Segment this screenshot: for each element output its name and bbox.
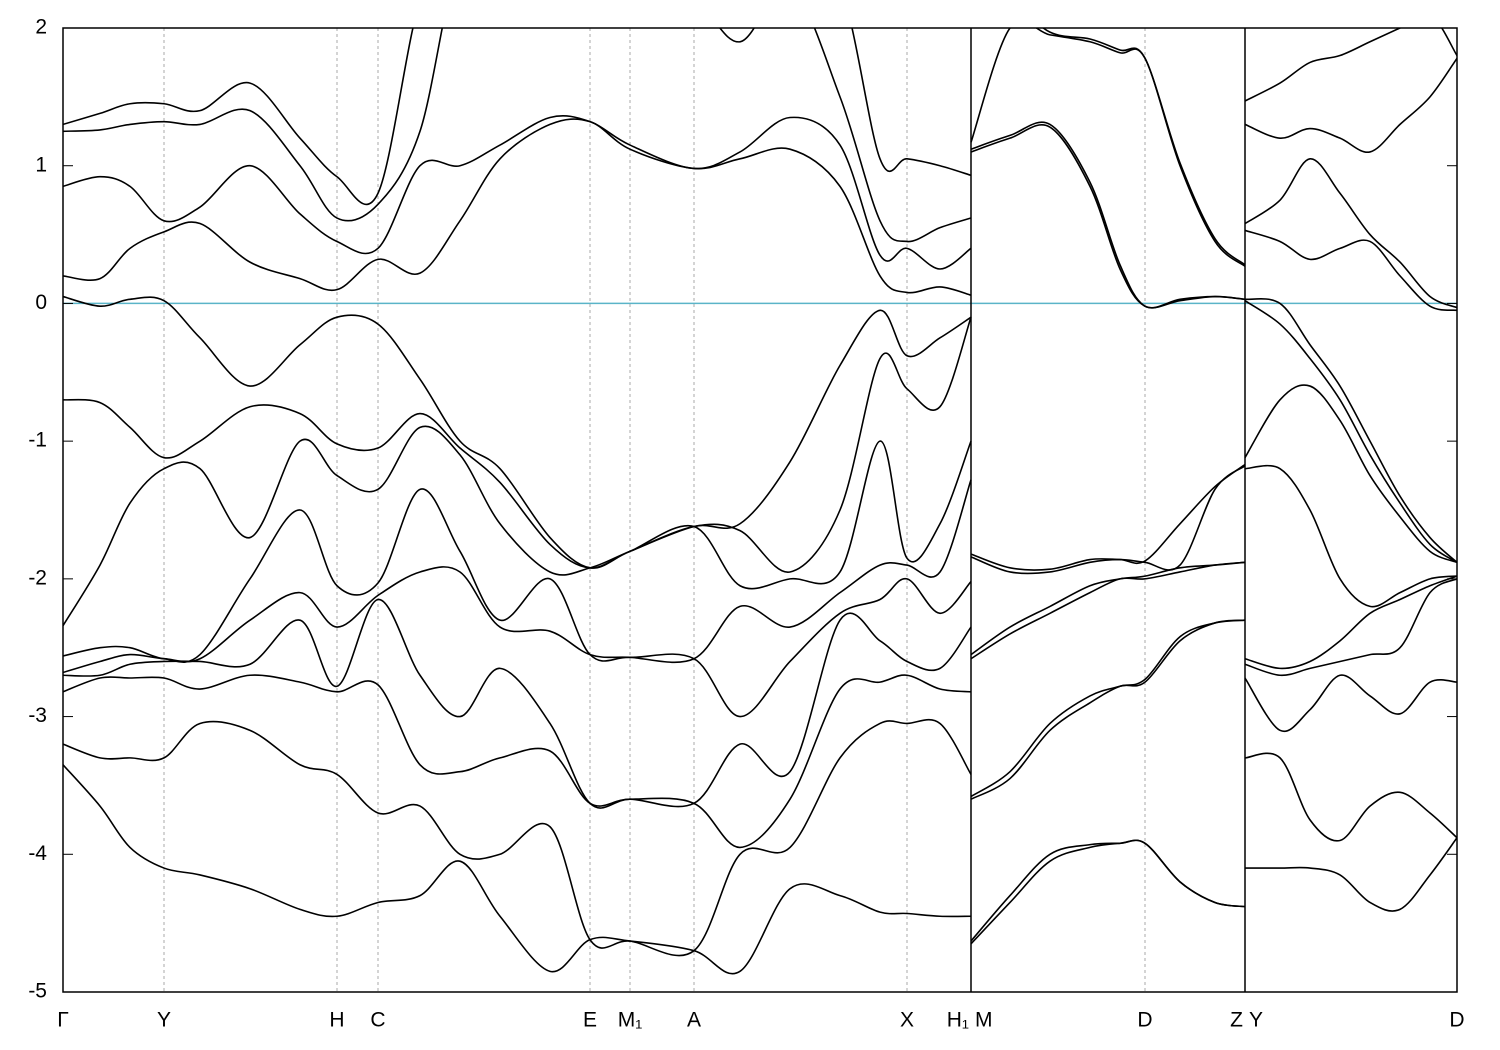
x-tick-label: Y xyxy=(157,1009,171,1032)
x-tick-label: H xyxy=(329,1009,344,1032)
plot-frame xyxy=(62,27,1458,993)
y-tick-label: 1 xyxy=(35,153,47,176)
bands xyxy=(63,28,1457,975)
band-line xyxy=(63,118,1457,312)
grid xyxy=(163,28,1146,992)
x-tick-label: Γ xyxy=(57,1009,69,1032)
x-tick-label: M xyxy=(975,1009,993,1032)
x-tick-label: D xyxy=(1449,1009,1464,1032)
x-tick-label: H₁ xyxy=(947,1009,969,1032)
y-tick-label: -3 xyxy=(28,704,47,727)
y-tick-label: -5 xyxy=(28,980,47,1003)
x-tick-label: A xyxy=(687,1009,701,1032)
x-tick-label: D xyxy=(1137,1009,1152,1032)
x-tick-label: M₁ xyxy=(618,1009,643,1032)
y-tick-label: -2 xyxy=(28,566,47,589)
y-tick-label: 0 xyxy=(35,291,47,314)
x-tick-label: Y xyxy=(1249,1009,1263,1032)
y-tick-label: -1 xyxy=(28,429,47,452)
x-tick-label: C xyxy=(370,1009,385,1032)
band-line xyxy=(63,28,1457,206)
x-tick-label: X xyxy=(900,1009,914,1032)
band-line xyxy=(63,300,1457,573)
band-line xyxy=(63,464,1457,664)
x-tick-label: E xyxy=(583,1009,597,1032)
band-line xyxy=(63,28,1457,309)
y-tick-label: 2 xyxy=(35,16,47,39)
y-tick-label: -4 xyxy=(28,842,47,865)
band-line xyxy=(63,578,1457,809)
x-tick-label: Z xyxy=(1230,1009,1243,1032)
band-line xyxy=(63,718,1457,957)
band-line xyxy=(63,28,1457,266)
